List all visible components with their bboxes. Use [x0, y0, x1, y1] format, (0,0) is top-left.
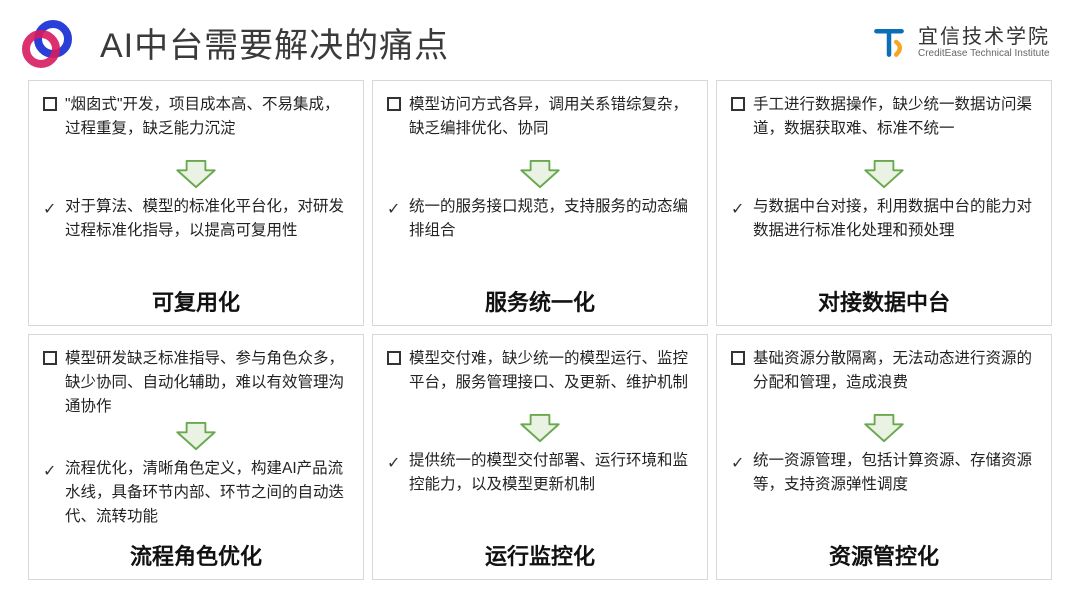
- check-icon: [731, 198, 747, 214]
- arrow-wrap: [387, 411, 693, 449]
- arrow-wrap: [43, 419, 349, 457]
- check-icon: [731, 452, 747, 468]
- cell-heading: 流程角色优化: [43, 539, 349, 573]
- cell-heading: 对接数据中台: [731, 285, 1037, 319]
- problem-label: 基础资源分散隔离，无法动态进行资源的分配和管理，造成浪费: [753, 347, 1037, 395]
- problem-label: 模型研发缺乏标准指导、参与角色众多，缺少协同、自动化辅助，难以有效管理沟通协作: [65, 347, 349, 419]
- solution-text: 与数据中台对接，利用数据中台的能力对数据进行标准化处理和预处理: [731, 195, 1037, 259]
- arrow-wrap: [387, 157, 693, 195]
- brand-icon: [870, 24, 908, 60]
- arrow-down-icon: [175, 421, 217, 451]
- square-bullet-icon: [731, 351, 745, 365]
- pain-point-cell: "烟囱式"开发，项目成本高、不易集成，过程重复，缺乏能力沉淀 对于算法、模型的标…: [28, 80, 364, 326]
- cell-heading: 运行监控化: [387, 539, 693, 573]
- square-bullet-icon: [387, 97, 401, 111]
- pain-point-cell: 模型交付难，缺少统一的模型运行、监控平台，服务管理接口、及更新、维护机制 提供统…: [372, 334, 708, 580]
- brand: 宜信技术学院 CreditEase Technical Institute: [870, 24, 1050, 60]
- brand-name-en: CreditEase Technical Institute: [918, 48, 1050, 59]
- check-icon: [43, 198, 59, 214]
- solution-text: 流程优化，清晰角色定义，构建AI产品流水线，具备环节内部、环节之间的自动迭代、流…: [43, 457, 349, 529]
- solution-text: 提供统一的模型交付部署、运行环境和监控能力，以及模型更新机制: [387, 449, 693, 513]
- solution-label: 提供统一的模型交付部署、运行环境和监控能力，以及模型更新机制: [409, 449, 693, 497]
- problem-label: 模型交付难，缺少统一的模型运行、监控平台，服务管理接口、及更新、维护机制: [409, 347, 693, 395]
- pain-point-cell: 模型访问方式各异，调用关系错综复杂，缺乏编排优化、协同 统一的服务接口规范，支持…: [372, 80, 708, 326]
- arrow-down-icon: [519, 413, 561, 443]
- problem-label: 模型访问方式各异，调用关系错综复杂，缺乏编排优化、协同: [409, 93, 693, 141]
- arrow-down-icon: [863, 413, 905, 443]
- problem-text: 手工进行数据操作，缺少统一数据访问渠道，数据获取难、标准不统一: [731, 93, 1037, 157]
- header: AI中台需要解决的痛点 宜信技术学院 CreditEase Technical …: [0, 0, 1080, 76]
- arrow-wrap: [731, 411, 1037, 449]
- solution-label: 统一资源管理，包括计算资源、存储资源等，支持资源弹性调度: [753, 449, 1037, 497]
- problem-label: 手工进行数据操作，缺少统一数据访问渠道，数据获取难、标准不统一: [753, 93, 1037, 141]
- cell-heading: 服务统一化: [387, 285, 693, 319]
- arrow-down-icon: [175, 159, 217, 189]
- solution-label: 流程优化，清晰角色定义，构建AI产品流水线，具备环节内部、环节之间的自动迭代、流…: [65, 457, 349, 529]
- problem-text: 基础资源分散隔离，无法动态进行资源的分配和管理，造成浪费: [731, 347, 1037, 411]
- pain-points-grid: "烟囱式"开发，项目成本高、不易集成，过程重复，缺乏能力沉淀 对于算法、模型的标…: [0, 76, 1080, 596]
- arrow-wrap: [43, 157, 349, 195]
- square-bullet-icon: [387, 351, 401, 365]
- problem-text: 模型访问方式各异，调用关系错综复杂，缺乏编排优化、协同: [387, 93, 693, 157]
- solution-label: 统一的服务接口规范，支持服务的动态编排组合: [409, 195, 693, 243]
- square-bullet-icon: [731, 97, 745, 111]
- arrow-wrap: [731, 157, 1037, 195]
- square-bullet-icon: [43, 351, 57, 365]
- arrow-down-icon: [519, 159, 561, 189]
- solution-label: 对于算法、模型的标准化平台化，对研发过程标准化指导，以提高可复用性: [65, 195, 349, 243]
- solution-text: 统一资源管理，包括计算资源、存储资源等，支持资源弹性调度: [731, 449, 1037, 513]
- cell-heading: 可复用化: [43, 285, 349, 319]
- problem-text: "烟囱式"开发，项目成本高、不易集成，过程重复，缺乏能力沉淀: [43, 93, 349, 157]
- check-icon: [387, 198, 403, 214]
- page-title: AI中台需要解决的痛点: [100, 18, 870, 67]
- solution-text: 对于算法、模型的标准化平台化，对研发过程标准化指导，以提高可复用性: [43, 195, 349, 259]
- brand-name-cn: 宜信技术学院: [918, 26, 1050, 48]
- problem-label: "烟囱式"开发，项目成本高、不易集成，过程重复，缺乏能力沉淀: [65, 93, 349, 141]
- pain-point-cell: 模型研发缺乏标准指导、参与角色众多，缺少协同、自动化辅助，难以有效管理沟通协作 …: [28, 334, 364, 580]
- check-icon: [43, 460, 59, 476]
- cell-heading: 资源管控化: [731, 539, 1037, 573]
- pain-point-cell: 手工进行数据操作，缺少统一数据访问渠道，数据获取难、标准不统一 与数据中台对接，…: [716, 80, 1052, 326]
- pain-point-cell: 基础资源分散隔离，无法动态进行资源的分配和管理，造成浪费 统一资源管理，包括计算…: [716, 334, 1052, 580]
- check-icon: [387, 452, 403, 468]
- arrow-down-icon: [863, 159, 905, 189]
- solution-text: 统一的服务接口规范，支持服务的动态编排组合: [387, 195, 693, 259]
- square-bullet-icon: [43, 97, 57, 111]
- problem-text: 模型研发缺乏标准指导、参与角色众多，缺少协同、自动化辅助，难以有效管理沟通协作: [43, 347, 349, 419]
- logo-icon: [20, 16, 72, 68]
- solution-label: 与数据中台对接，利用数据中台的能力对数据进行标准化处理和预处理: [753, 195, 1037, 243]
- problem-text: 模型交付难，缺少统一的模型运行、监控平台，服务管理接口、及更新、维护机制: [387, 347, 693, 411]
